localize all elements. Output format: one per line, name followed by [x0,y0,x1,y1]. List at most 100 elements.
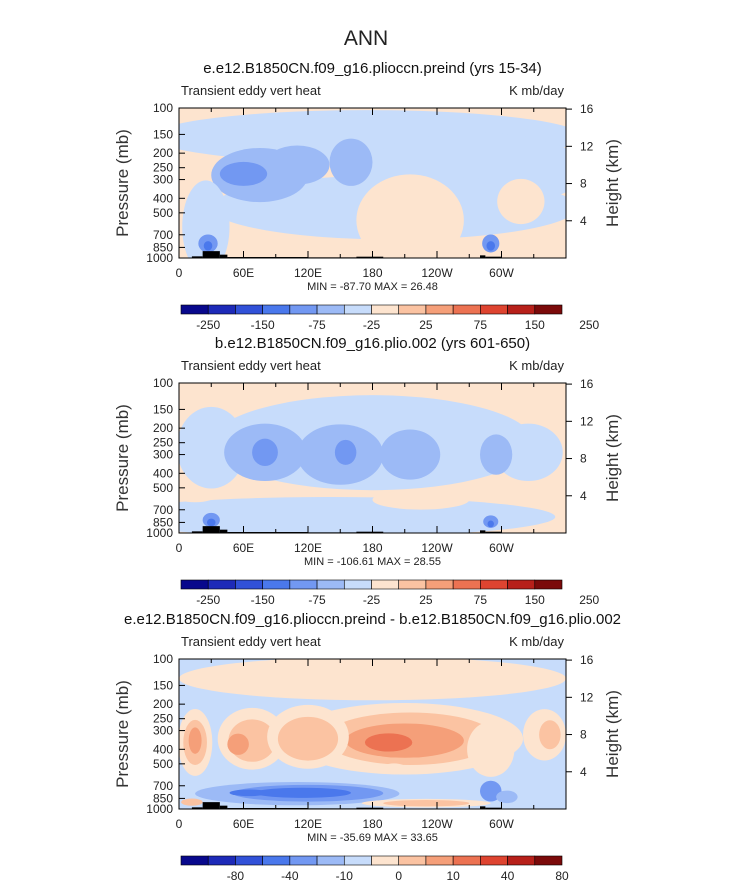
y-tick-label: 100 [153,652,173,666]
y-axis-title: Pressure (mb) [113,129,132,237]
colorbar: -250 -150 -75 -25 25 75 150 250 [180,304,600,332]
colorbar-swatch [289,304,318,315]
contour-region [179,406,246,489]
colorbar-swatch [507,855,536,866]
x-tick-label: 120W [421,266,453,280]
y-right-tick-label: 4 [580,765,587,779]
contour-region [380,429,441,480]
colorbar-swatch [507,304,536,315]
y-tick-label: 400 [153,191,173,205]
y-tick-label: 400 [153,742,173,756]
y-tick-label: 850 [153,240,173,254]
y-tick-label: 150 [153,402,173,416]
contour-region [356,174,464,258]
topography [356,807,384,809]
y-tick-label: 700 [153,779,173,793]
topography [480,530,486,533]
colorbar-swatch [316,304,345,315]
colorbar-swatch [398,304,427,315]
contour-region [329,138,373,186]
colorbar-swatch [398,579,427,590]
colorbar-label: 75 [474,318,488,332]
contour-region [203,241,213,251]
y-tick-label: 250 [153,161,173,175]
y-tick-label: 100 [153,101,173,115]
colorbar-label: 150 [525,593,545,607]
colorbar-swatch [371,855,400,866]
contour-region [181,798,203,806]
y-tick-label: 500 [153,481,173,495]
contour-region [229,789,269,797]
colorbar-label: -80 [227,869,245,883]
colorbar-swatch [180,855,209,866]
y-right-tick-label: 8 [580,452,587,466]
x-tick-label: 60E [233,266,254,280]
colorbar-label: -40 [281,869,299,883]
colorbar-label: -75 [308,318,326,332]
colorbar-swatch [343,304,372,315]
colorbar-swatch [289,579,318,590]
panel-title: e.e12.B1850CN.f09_g16.plioccn.preind - b… [124,611,621,628]
x-tick-label: 60E [233,817,254,831]
y-tick-label: 200 [153,697,173,711]
x-tick-label: 0 [176,817,183,831]
colorbar-swatch [425,304,454,315]
colorbar-swatch [343,579,372,590]
y-right-tick-label: 16 [580,102,594,116]
contour-region [497,178,545,225]
contour-region [364,733,413,752]
colorbar-label: 250 [579,318,599,332]
contour-region [182,180,230,258]
colorbar-swatch [398,855,427,866]
colorbar-swatch [371,579,400,590]
chart-panel-3: e.e12.B1850CN.f09_g16.plioccn.preind - b… [113,611,622,883]
y-right-tick-label: 8 [580,177,587,191]
stats-label: MIN = -35.69 MAX = 33.65 [307,832,438,844]
colorbar-swatch [507,579,536,590]
figure-title: ANN [344,27,388,50]
panel-title: b.e12.B1850CN.f09_g16.plio.002 (yrs 601-… [215,335,530,352]
colorbar-swatch [235,579,263,590]
contour-region [480,434,513,475]
colorbar-label: 80 [555,869,569,883]
colorbar: -80 -40 -10 0 10 40 80 [180,855,569,883]
colorbar-swatch [180,579,209,590]
contour-region [334,439,357,465]
contour-region [206,518,216,527]
contour-region [179,488,217,503]
topography [485,807,502,809]
contour-field [179,659,566,809]
y-right-axis-title: Height (km) [603,414,622,502]
colorbar-label: 250 [579,593,599,607]
colorbar-label: 150 [525,318,545,332]
chart-panel-2: b.e12.B1850CN.f09_g16.plio.002 (yrs 601-… [113,335,622,607]
y-tick-label: 850 [153,791,173,805]
colorbar-swatch [207,855,236,866]
y-tick-label: 150 [153,678,173,692]
y-tick-label: 1000 [146,802,173,816]
colorbar-swatch [371,304,400,315]
x-tick-label: 180 [362,817,382,831]
y-right-tick-label: 12 [580,690,594,704]
y-right-tick-label: 12 [580,414,594,428]
y-tick-label: 300 [153,448,173,462]
contour-region [493,423,563,482]
stats-label: MIN = -106.61 MAX = 28.55 [304,556,441,568]
topography [219,529,228,533]
colorbar-swatch [534,579,563,590]
colorbar-swatch [180,304,209,315]
contour-region [254,787,351,798]
y-tick-label: 250 [153,712,173,726]
x-tick-label: 0 [176,266,183,280]
x-tick-label: 120E [294,266,322,280]
topography [219,254,228,258]
colorbar-swatch [452,855,481,866]
colorbar-label: -75 [308,593,326,607]
contour-region [179,659,566,701]
colorbar-swatch [480,579,508,590]
colorbar-label: -150 [251,318,275,332]
y-tick-label: 200 [153,421,173,435]
y-tick-label: 250 [153,436,173,450]
x-tick-label: 0 [176,541,183,555]
